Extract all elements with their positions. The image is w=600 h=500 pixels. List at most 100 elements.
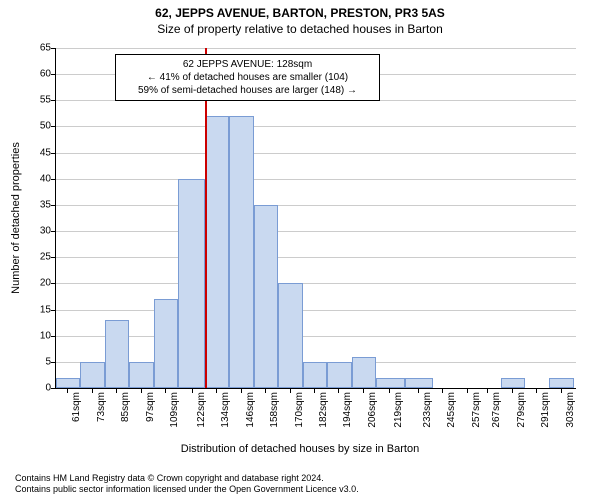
ytick-label: 0	[21, 383, 51, 394]
histogram-bar	[80, 362, 104, 388]
histogram-bar	[105, 320, 129, 388]
xtick-mark	[165, 388, 166, 393]
histogram-bar	[229, 116, 253, 388]
histogram-bar	[405, 378, 434, 388]
histogram-bar	[205, 116, 229, 388]
xtick-label: 291sqm	[540, 392, 551, 428]
ytick-mark	[51, 362, 56, 363]
xtick-mark	[512, 388, 513, 393]
xtick-mark	[192, 388, 193, 393]
gridline	[56, 179, 576, 180]
ytick-label: 65	[21, 43, 51, 54]
ytick-label: 5	[21, 356, 51, 367]
xtick-mark	[487, 388, 488, 393]
ytick-label: 10	[21, 330, 51, 341]
xtick-mark	[363, 388, 364, 393]
xtick-mark	[314, 388, 315, 393]
annotation-line-1: 62 JEPPS AVENUE: 128sqm	[122, 58, 373, 71]
xtick-label: 134sqm	[220, 392, 231, 428]
xtick-label: 257sqm	[471, 392, 482, 428]
xtick-mark	[418, 388, 419, 393]
xtick-label: 85sqm	[120, 392, 131, 422]
xtick-mark	[265, 388, 266, 393]
chart-title-sub: Size of property relative to detached ho…	[0, 20, 600, 36]
xtick-mark	[116, 388, 117, 393]
xtick-label: 146sqm	[245, 392, 256, 428]
histogram-bar	[278, 283, 302, 388]
gridline	[56, 283, 576, 284]
ytick-label: 55	[21, 95, 51, 106]
histogram-bar	[549, 378, 573, 388]
ytick-mark	[51, 283, 56, 284]
histogram-bar	[178, 179, 205, 388]
gridline	[56, 310, 576, 311]
ytick-label: 30	[21, 226, 51, 237]
ytick-label: 35	[21, 199, 51, 210]
histogram-bar	[303, 362, 327, 388]
gridline	[56, 205, 576, 206]
xtick-mark	[241, 388, 242, 393]
x-axis-label: Distribution of detached houses by size …	[0, 443, 600, 455]
chart-container: 62, JEPPS AVENUE, BARTON, PRESTON, PR3 5…	[0, 0, 600, 500]
ytick-mark	[51, 231, 56, 232]
xtick-mark	[67, 388, 68, 393]
ytick-label: 20	[21, 278, 51, 289]
footer-line-1: Contains HM Land Registry data © Crown c…	[15, 473, 600, 485]
xtick-label: 73sqm	[96, 392, 107, 422]
ytick-mark	[51, 257, 56, 258]
chart-annotation: 62 JEPPS AVENUE: 128sqm ← 41% of detache…	[115, 54, 380, 101]
footer-line-2: Contains public sector information licen…	[15, 484, 600, 496]
histogram-bar	[254, 205, 278, 388]
histogram-bar	[501, 378, 525, 388]
xtick-label: 109sqm	[169, 392, 180, 428]
xtick-label: 267sqm	[491, 392, 502, 428]
xtick-label: 219sqm	[393, 392, 404, 428]
ytick-label: 25	[21, 252, 51, 263]
xtick-label: 182sqm	[318, 392, 329, 428]
ytick-mark	[51, 100, 56, 101]
annotation-line-2: ← 41% of detached houses are smaller (10…	[122, 71, 373, 84]
xtick-mark	[290, 388, 291, 393]
xtick-label: 233sqm	[422, 392, 433, 428]
xtick-mark	[467, 388, 468, 393]
ytick-mark	[51, 153, 56, 154]
ytick-label: 45	[21, 147, 51, 158]
histogram-bar	[327, 362, 351, 388]
xtick-mark	[561, 388, 562, 393]
xtick-label: 279sqm	[516, 392, 527, 428]
histogram-bar	[56, 378, 80, 388]
histogram-bar	[154, 299, 178, 388]
ytick-mark	[51, 336, 56, 337]
gridline	[56, 257, 576, 258]
ytick-label: 50	[21, 121, 51, 132]
chart-title-main: 62, JEPPS AVENUE, BARTON, PRESTON, PR3 5…	[0, 0, 600, 20]
ytick-mark	[51, 388, 56, 389]
chart-footer: Contains HM Land Registry data © Crown c…	[15, 473, 600, 496]
xtick-label: 122sqm	[196, 392, 207, 428]
xtick-mark	[216, 388, 217, 393]
xtick-label: 245sqm	[446, 392, 457, 428]
ytick-mark	[51, 310, 56, 311]
xtick-mark	[141, 388, 142, 393]
xtick-mark	[389, 388, 390, 393]
xtick-label: 206sqm	[367, 392, 378, 428]
xtick-label: 61sqm	[71, 392, 82, 422]
ytick-label: 40	[21, 173, 51, 184]
gridline	[56, 231, 576, 232]
xtick-label: 158sqm	[269, 392, 280, 428]
gridline	[56, 336, 576, 337]
gridline	[56, 48, 576, 49]
xtick-label: 303sqm	[565, 392, 576, 428]
ytick-mark	[51, 126, 56, 127]
ytick-mark	[51, 179, 56, 180]
gridline	[56, 126, 576, 127]
ytick-mark	[51, 48, 56, 49]
gridline	[56, 153, 576, 154]
annotation-line-3: 59% of semi-detached houses are larger (…	[122, 84, 373, 97]
histogram-bar	[352, 357, 376, 388]
xtick-label: 170sqm	[294, 392, 305, 428]
histogram-bar	[376, 378, 405, 388]
ytick-mark	[51, 205, 56, 206]
xtick-mark	[338, 388, 339, 393]
xtick-mark	[92, 388, 93, 393]
